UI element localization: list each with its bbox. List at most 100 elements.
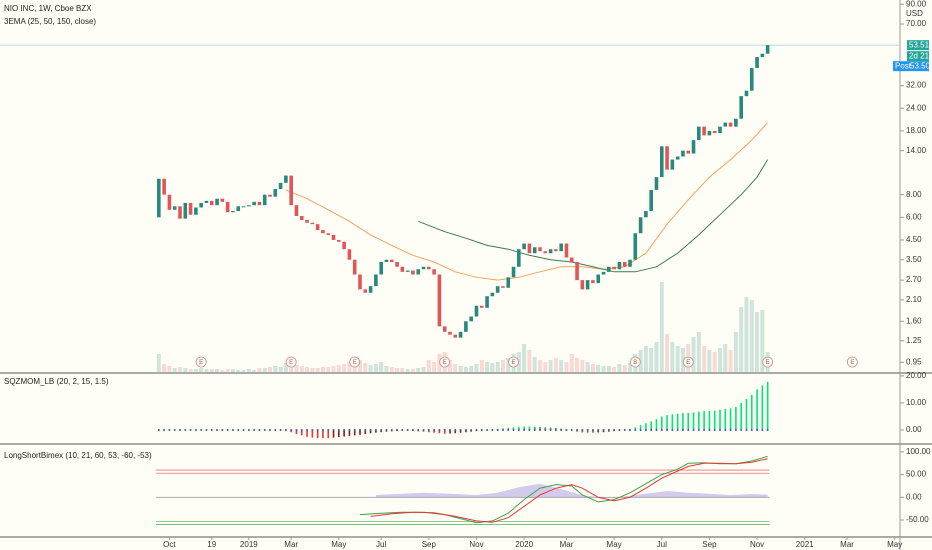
candle-body [395,262,399,267]
momentum-bar [353,430,356,436]
candle-body [389,259,394,263]
volume-bar [749,300,754,372]
candle-body [490,292,495,297]
candle-body [252,201,256,206]
candle-body [299,216,304,220]
squeeze-dot [470,429,473,432]
squeeze-dot [449,429,451,432]
y-tick-label: 1.25 [906,336,922,345]
volume-bar [395,368,400,372]
x-tick-label: Mar [560,540,574,549]
momentum-bar [740,402,742,431]
momentum-bar [338,430,340,438]
squeeze-dot [533,429,536,432]
candle-body [712,130,717,134]
candle-body [284,175,288,183]
squeeze-dot [454,429,457,432]
x-tick-label: May [331,540,346,549]
candle-body [755,57,759,69]
candle-body [691,140,696,154]
squeeze-dot [290,429,293,432]
squeeze-dot [586,429,589,432]
squeeze-dot [168,429,171,432]
squeeze-dot [279,429,282,432]
y-tick-label: 18.00 [906,126,927,135]
squeeze-dot [618,429,621,432]
price-tag [907,40,929,51]
squeeze-dot [189,429,192,432]
volume-bar [320,367,325,372]
squeeze-dot [464,429,467,432]
candle-body [257,201,262,206]
squeeze-dot [523,429,526,432]
candle-body [157,178,161,218]
volume-bar [379,362,384,372]
event-marker [508,356,519,368]
volume-bar [156,354,161,372]
candle-body [278,182,283,189]
squeeze-dot [200,429,203,432]
momentum-bar [443,430,446,434]
volume-bar [162,364,167,372]
candle-body [511,266,516,278]
candle-body [374,274,378,287]
candle-body [633,233,638,260]
candle-body [411,270,415,275]
event-label: E [199,360,203,366]
chart-title: NIO INC, 1W, Cboe BZX [4,4,92,13]
volume-bar [421,367,426,372]
momentum-bar [306,430,308,437]
momentum-bar [655,419,658,431]
candle-body [262,194,267,206]
candle-body [305,219,309,223]
momentum-bar [761,385,764,431]
y-tick-label: 0.00 [906,492,922,501]
squeeze-dot [284,429,287,432]
squeeze-dot [359,429,361,432]
candle-body [326,233,331,235]
candle-body [225,201,230,213]
volume-bar [363,363,368,372]
volume-bar [448,360,452,372]
candle-body [358,274,362,290]
momentum-bar [735,407,737,431]
volume-bar [193,369,198,372]
squeeze-dot [501,429,504,432]
x-tick-label: May [607,540,622,549]
volume-bar [241,370,246,372]
post-value: 53.50 [910,61,931,70]
volume-bar [310,368,315,372]
candle-body [337,239,341,242]
volume-bar [649,348,654,372]
momentum-bar [745,398,748,431]
candle-body [178,206,182,219]
squeeze-dot [703,429,706,432]
candle-body [718,126,722,134]
candle-body [241,206,246,208]
squeeze-dot [681,429,684,432]
x-tick-label: Jul [657,540,667,549]
candle-body [670,159,675,170]
candle-body [400,266,405,272]
event-label: E [766,360,770,366]
countdown-tag [907,51,929,62]
momentum-bar [512,427,515,431]
momentum-bar [359,430,361,435]
volume-bar [622,365,627,372]
candle-body [527,243,532,254]
candle-body [628,259,632,267]
candle-body [607,266,611,272]
squeeze-dot [655,429,658,432]
candle-body [268,194,272,197]
candle-body [617,262,622,270]
x-tick-label: 2021 [796,540,814,549]
candle-body [580,280,585,290]
candle-body [194,207,198,215]
volume-bar [569,354,574,372]
squeeze-dot [231,429,234,432]
momentum-bar [729,408,732,431]
squeeze-dot [433,429,436,432]
candle-body [469,316,473,322]
squeeze-dot [226,429,229,432]
